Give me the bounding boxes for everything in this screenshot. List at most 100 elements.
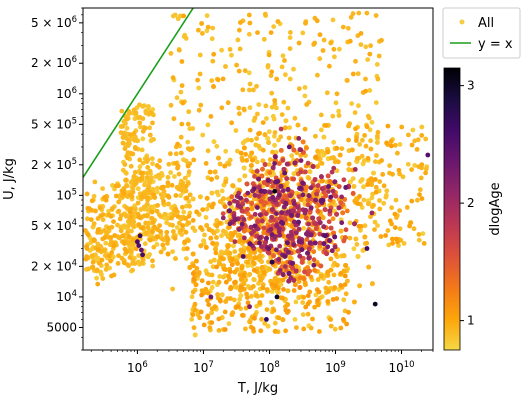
data-point <box>204 271 210 276</box>
data-point <box>211 201 216 207</box>
data-point <box>227 157 233 163</box>
tick-label: 104 <box>56 289 77 304</box>
data-point <box>228 237 234 243</box>
data-point <box>190 251 196 257</box>
data-point <box>217 261 223 267</box>
data-point <box>361 158 367 164</box>
data-point <box>180 100 186 106</box>
data-point <box>178 89 184 95</box>
data-point <box>184 246 190 252</box>
data-point <box>327 208 333 214</box>
data-point <box>161 184 166 190</box>
data-point <box>217 161 223 167</box>
data-point <box>315 183 321 189</box>
data-point <box>256 176 261 182</box>
data-point <box>332 234 338 240</box>
data-point <box>199 292 205 298</box>
data-point <box>308 232 314 238</box>
data-point <box>315 302 321 308</box>
data-point <box>145 187 151 192</box>
data-point <box>408 220 414 226</box>
data-point <box>241 228 247 234</box>
data-point <box>130 151 136 157</box>
data-point <box>271 308 277 313</box>
data-point <box>110 183 115 188</box>
data-point <box>315 72 320 78</box>
data-point <box>301 225 306 231</box>
data-point <box>184 256 189 261</box>
data-point <box>120 124 125 129</box>
data-point <box>369 210 375 216</box>
data-point <box>351 184 357 189</box>
data-point <box>276 257 282 262</box>
data-point <box>423 136 429 142</box>
data-point <box>174 225 180 230</box>
data-point <box>182 175 188 181</box>
data-point <box>270 113 276 119</box>
data-point <box>273 149 279 155</box>
data-point <box>311 262 317 268</box>
data-point <box>214 241 220 247</box>
data-point <box>196 107 202 113</box>
data-point <box>330 17 336 23</box>
data-point <box>274 247 279 253</box>
data-point <box>144 201 150 207</box>
data-point <box>210 264 216 270</box>
data-point <box>301 276 307 282</box>
data-point <box>98 269 104 275</box>
data-point <box>357 283 362 289</box>
data-point <box>304 237 310 242</box>
data-point <box>209 36 215 42</box>
data-point <box>305 311 311 317</box>
data-point <box>227 221 233 227</box>
data-point <box>315 208 321 214</box>
data-point <box>211 51 217 57</box>
data-point <box>161 199 166 204</box>
data-point <box>140 225 146 231</box>
data-point <box>344 78 350 83</box>
data-point <box>206 302 212 308</box>
data-point <box>252 277 257 283</box>
data-point <box>207 169 213 175</box>
data-point <box>416 232 422 237</box>
data-point <box>205 290 211 296</box>
data-point <box>215 228 220 234</box>
data-point <box>201 240 207 246</box>
data-point <box>383 233 388 238</box>
data-point <box>181 13 187 19</box>
data-point <box>285 288 291 294</box>
data-point <box>214 264 220 270</box>
data-point <box>328 256 334 262</box>
data-point <box>186 238 191 244</box>
data-point <box>131 174 137 179</box>
data-point <box>385 123 391 129</box>
data-point <box>248 236 254 242</box>
data-point <box>300 192 306 198</box>
data-point <box>334 296 340 301</box>
data-point <box>157 158 163 164</box>
data-point <box>192 307 198 313</box>
data-point <box>352 110 358 115</box>
data-point <box>132 211 137 217</box>
data-point <box>291 219 297 225</box>
data-point <box>321 224 327 230</box>
data-point <box>229 120 235 126</box>
data-point <box>318 198 324 204</box>
data-point <box>150 263 156 269</box>
data-point <box>401 241 407 246</box>
data-point <box>145 195 151 201</box>
data-point <box>122 162 128 167</box>
data-point <box>193 282 199 288</box>
data-point <box>285 240 290 246</box>
data-point <box>349 147 355 153</box>
data-point <box>314 191 319 197</box>
data-point <box>374 62 380 67</box>
data-point <box>365 155 371 161</box>
data-point <box>384 140 389 146</box>
data-point <box>312 177 318 182</box>
data-point <box>327 238 332 244</box>
data-point <box>256 184 262 190</box>
data-point <box>83 228 88 233</box>
data-point <box>236 68 242 74</box>
data-point <box>175 141 181 147</box>
